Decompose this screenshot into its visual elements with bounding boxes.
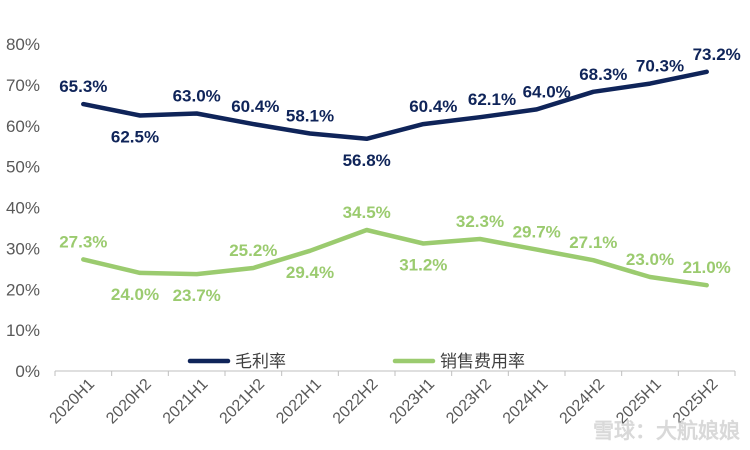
selling-expense-line (81, 227, 709, 288)
data-label: 27.1% (569, 233, 617, 252)
data-labels: 65.3% 62.5% 63.0% 60.4% 58.1% 56.8% 60.4% 62.1%… (59, 45, 741, 305)
data-label: 63.0% (173, 86, 221, 105)
y-tick-label: 20% (6, 280, 40, 299)
data-label: 56.8% (343, 151, 391, 170)
x-tick-label: 2024H1 (500, 376, 552, 428)
data-label: 70.3% (636, 57, 684, 76)
data-label: 27.3% (59, 232, 107, 251)
data-label: 65.3% (59, 77, 107, 96)
legend-label: 毛利率 (235, 352, 286, 371)
data-label: 34.5% (343, 203, 391, 222)
data-label: 58.1% (286, 107, 334, 126)
data-label: 23.7% (173, 286, 221, 305)
y-tick-label: 0% (15, 362, 40, 381)
y-tick-label: 30% (6, 239, 40, 258)
y-tick-label: 40% (6, 199, 40, 218)
data-label: 31.2% (399, 255, 447, 274)
x-tick-label: 2021H2 (217, 376, 269, 428)
series-layer (81, 69, 709, 288)
data-label: 23.0% (626, 250, 674, 269)
x-tick-label: 2020H1 (47, 376, 99, 428)
y-tick-label: 70% (6, 76, 40, 95)
x-axis: 2020H1 2020H2 2021H1 2021H2 2022H1 2022H2 2023… (47, 370, 736, 428)
data-label: 62.1% (468, 90, 516, 109)
y-tick-label: 60% (6, 117, 40, 136)
x-tick-label: 2023H2 (443, 376, 495, 428)
y-tick-label: 50% (6, 158, 40, 177)
x-tick-label: 2022H1 (273, 376, 325, 428)
gross-margin-line (81, 69, 709, 142)
data-label: 21.0% (683, 258, 731, 277)
y-tick-label: 80% (6, 35, 40, 54)
legend-label: 销售费用率 (440, 352, 525, 371)
data-label: 68.3% (579, 65, 627, 84)
x-tick-label: 2022H2 (330, 376, 382, 428)
data-label: 60.4% (231, 97, 279, 116)
data-label: 64.0% (523, 82, 571, 101)
data-label: 24.0% (111, 285, 159, 304)
data-label: 25.2% (229, 241, 277, 260)
x-tick-label: 2021H1 (160, 376, 212, 428)
data-label: 62.5% (111, 128, 159, 147)
watermark: 雪球：大航娘娘 (593, 419, 740, 443)
data-label: 32.3% (456, 212, 504, 231)
data-label: 73.2% (693, 45, 741, 64)
x-tick-label: 2020H2 (103, 376, 155, 428)
y-tick-label: 10% (6, 321, 40, 340)
data-label: 29.7% (513, 223, 561, 242)
data-label: 29.4% (286, 263, 334, 282)
data-label: 60.4% (409, 97, 457, 116)
x-tick-label: 2023H1 (387, 376, 439, 428)
legend: 毛利率 销售费用率 (187, 352, 525, 371)
y-axis: 0% 10% 20% 30% 40% 50% 60% 70% 80% (6, 35, 40, 381)
